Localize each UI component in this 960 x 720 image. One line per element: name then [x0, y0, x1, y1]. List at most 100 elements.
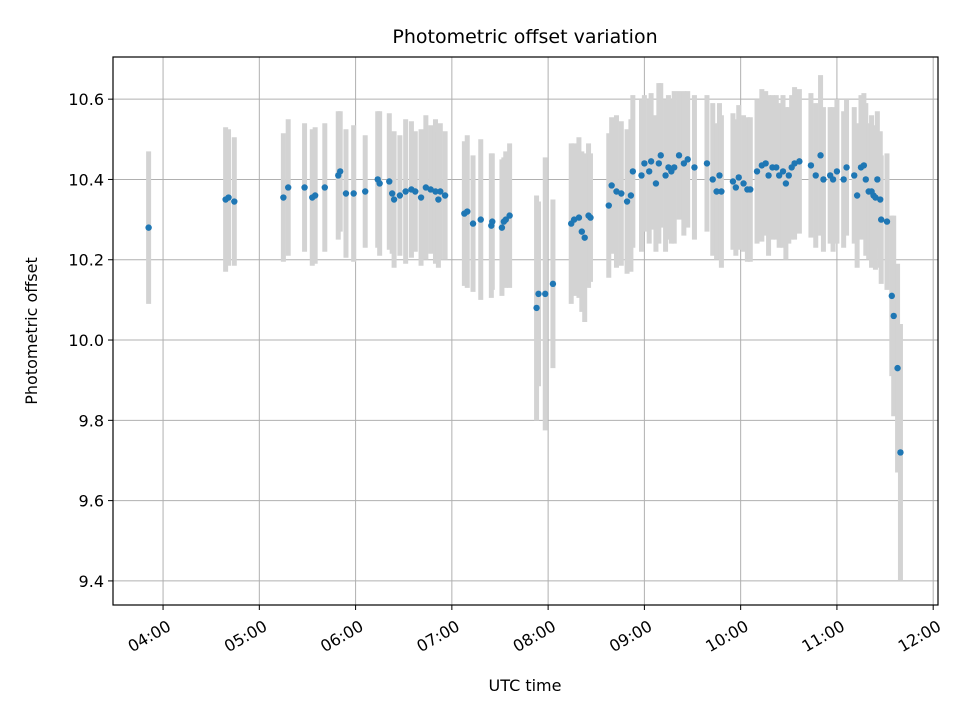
data-point	[388, 190, 396, 197]
data-point	[489, 218, 496, 225]
data-point	[684, 156, 691, 163]
data-point	[336, 168, 344, 175]
data-point	[851, 172, 858, 179]
data-point	[840, 176, 847, 183]
y-tick-label: 10.0	[68, 331, 104, 350]
data-point	[342, 190, 350, 197]
data-point	[469, 220, 477, 227]
data-point	[782, 180, 790, 187]
data-point	[638, 172, 645, 179]
data-point	[321, 184, 328, 191]
data-point	[791, 160, 798, 167]
data-point	[402, 188, 409, 195]
data-point	[829, 176, 837, 183]
data-point	[713, 188, 720, 195]
data-point	[498, 224, 506, 231]
data-point	[311, 192, 319, 199]
data-point	[502, 216, 509, 223]
data-point	[608, 182, 615, 189]
data-point	[542, 290, 549, 298]
data-point	[432, 188, 439, 195]
data-point	[386, 178, 393, 185]
data-point	[575, 214, 583, 221]
data-point	[853, 192, 861, 199]
data-point	[762, 160, 769, 167]
data-point	[860, 162, 868, 169]
data-point	[897, 449, 904, 456]
data-point	[627, 192, 635, 199]
data-point	[570, 216, 578, 223]
data-point	[396, 192, 404, 199]
data-point	[843, 164, 850, 171]
data-point	[657, 152, 664, 159]
data-point	[817, 152, 824, 159]
data-point	[716, 172, 723, 179]
data-point	[285, 184, 292, 191]
data-point	[732, 184, 740, 191]
data-point	[775, 172, 783, 179]
data-point	[362, 188, 369, 195]
data-point	[376, 180, 383, 187]
data-point	[796, 158, 803, 165]
data-point	[862, 176, 870, 183]
y-tick-label: 9.4	[79, 572, 104, 591]
data-point	[549, 280, 557, 288]
data-point	[740, 180, 747, 187]
data-point	[652, 180, 660, 187]
x-axis-title: UTC time	[489, 676, 562, 695]
data-point	[629, 168, 637, 175]
data-point	[872, 194, 879, 201]
data-point	[779, 168, 787, 175]
data-point	[812, 172, 819, 179]
data-point	[883, 218, 891, 225]
data-point	[888, 292, 895, 300]
data-point	[422, 184, 430, 191]
data-point	[671, 164, 678, 171]
data-point	[703, 160, 711, 167]
data-point	[464, 208, 471, 215]
data-point	[691, 164, 698, 171]
data-point	[753, 168, 761, 175]
data-point	[747, 186, 754, 193]
data-point	[785, 172, 792, 179]
data-point	[735, 174, 742, 181]
data-point	[417, 194, 425, 201]
data-point	[729, 178, 737, 185]
y-tick-label: 9.6	[79, 492, 104, 511]
data-point	[646, 168, 653, 175]
data-point	[145, 224, 152, 231]
data-point	[613, 188, 620, 195]
data-point	[581, 234, 588, 241]
y-axis-ticks: 9.4 9.6 9.8 10.0 10.2 10.4 10.6	[68, 90, 113, 591]
data-point	[890, 312, 897, 320]
data-point	[618, 190, 625, 197]
data-point	[441, 192, 449, 199]
data-point	[477, 216, 484, 223]
data-point	[535, 290, 542, 298]
data-point	[833, 168, 841, 175]
data-point	[765, 172, 772, 179]
data-point	[533, 304, 540, 312]
data-point	[709, 176, 716, 183]
y-tick-label: 10.2	[68, 251, 104, 270]
y-axis-title: Photometric offset	[22, 257, 41, 405]
data-point	[605, 202, 612, 209]
data-point	[807, 162, 815, 169]
chart-title: Photometric offset variation	[392, 26, 657, 48]
data-point	[662, 172, 669, 179]
data-point	[655, 160, 663, 167]
plot-frame	[112, 56, 939, 606]
data-point	[874, 176, 881, 183]
data-point	[675, 152, 683, 159]
data-point	[641, 160, 648, 167]
y-tick-label: 10.4	[68, 170, 104, 189]
data-point	[680, 160, 688, 167]
data-point	[578, 228, 586, 235]
data-point	[231, 198, 238, 205]
data-point	[280, 194, 287, 201]
data-point	[350, 190, 357, 197]
data-point	[301, 184, 308, 191]
y-tick-label: 10.6	[68, 90, 104, 109]
data-point	[437, 188, 444, 195]
